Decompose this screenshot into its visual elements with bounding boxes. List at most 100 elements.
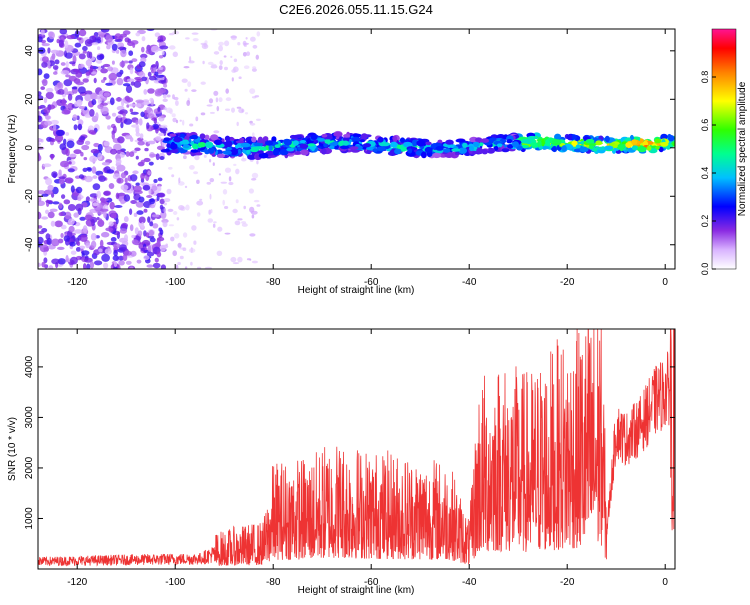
heatmap-cell xyxy=(213,130,220,134)
heatmap-cell xyxy=(152,123,159,130)
heatmap-cell xyxy=(174,233,180,239)
heatmap-cell xyxy=(47,47,51,54)
heatmap-cell xyxy=(619,144,624,152)
heatmap-cell xyxy=(79,136,86,141)
heatmap-cell xyxy=(80,151,84,157)
heatmap-cell xyxy=(146,264,154,268)
heatmap-cell xyxy=(362,143,372,148)
heatmap-cell xyxy=(343,134,351,138)
heatmap-cell xyxy=(177,261,181,266)
heatmap-cell xyxy=(137,140,145,146)
heatmap-cell xyxy=(252,132,255,137)
heatmap-cell xyxy=(274,144,281,149)
heatmap-cell xyxy=(140,173,146,180)
heatmap-cell xyxy=(121,222,128,229)
heatmap-cell xyxy=(637,146,647,153)
heatmap-cell xyxy=(111,112,117,117)
heatmap-cell xyxy=(78,29,87,37)
heatmap-cell xyxy=(160,124,168,129)
heatmap-cell xyxy=(147,245,152,252)
heatmap-cell xyxy=(60,224,67,230)
heatmap-cell xyxy=(116,49,120,54)
heatmap-cell xyxy=(165,243,168,247)
heatmap-cell xyxy=(51,238,60,247)
snr-x-tick-label: -120 xyxy=(67,577,87,588)
heatmap-cell xyxy=(154,32,161,38)
heatmap-cell xyxy=(172,30,180,35)
heatmap-cell xyxy=(396,144,402,150)
heatmap-cell xyxy=(458,147,468,154)
heatmap-cell xyxy=(625,142,633,148)
heatmap-cell xyxy=(113,266,118,269)
heatmap-cell xyxy=(53,124,57,131)
heatmap-cell xyxy=(238,76,242,79)
heatmap-cell xyxy=(156,251,162,258)
heatmap-cell xyxy=(118,255,124,261)
heatmap-cell xyxy=(135,103,142,108)
heatmap-cell xyxy=(236,106,242,109)
heatmap-cell xyxy=(89,65,94,73)
heatmap-cell xyxy=(128,50,134,56)
heatmap-cell xyxy=(100,197,105,203)
colorbar xyxy=(711,28,737,270)
heatmap-cell xyxy=(86,263,91,269)
heatmap-cell xyxy=(443,148,451,153)
heatmap-cell xyxy=(158,227,163,232)
heatmap-cell xyxy=(455,138,466,143)
heatmap-cell xyxy=(103,141,110,147)
heatmap-cell xyxy=(219,60,223,66)
heatmap-cell xyxy=(249,233,256,237)
heatmap-cell xyxy=(251,172,259,179)
heatmap-cell xyxy=(234,220,241,226)
heatmap-cell xyxy=(123,194,131,202)
heatmap-cell xyxy=(191,225,197,231)
heatmap-cell xyxy=(158,55,164,59)
heatmap-cell xyxy=(41,43,50,47)
heatmap-cell xyxy=(130,200,137,204)
heatmap-cell xyxy=(168,166,173,170)
heatmap-cell xyxy=(597,147,606,151)
heatmap-cell xyxy=(110,148,117,155)
heatmap-cell xyxy=(243,65,250,69)
heatmap-cell xyxy=(135,132,141,137)
heatmap-cell xyxy=(38,153,41,161)
heatmap-cell xyxy=(75,71,83,78)
heatmap-cell xyxy=(171,113,176,118)
heatmap-cell xyxy=(85,242,91,249)
heatmap-cell xyxy=(50,220,56,227)
heatmap-cell xyxy=(101,253,110,262)
heatmap-cell xyxy=(50,49,60,54)
heatmap-cell xyxy=(157,192,166,198)
heatmap-cell xyxy=(149,153,158,157)
heatmap-cell xyxy=(54,84,59,92)
heatmap-cell xyxy=(66,35,76,40)
heatmap-cell xyxy=(351,136,361,143)
heatmap-cell xyxy=(128,103,137,107)
heatmap-cell xyxy=(60,62,66,66)
heatmap-cell xyxy=(218,41,225,46)
heatmap-cell xyxy=(105,34,113,43)
heatmap-cell xyxy=(199,198,203,201)
heatmap-cell xyxy=(187,81,192,88)
heatmap-cell xyxy=(236,121,239,127)
heatmap-cell xyxy=(190,134,199,140)
heatmap-cell xyxy=(533,142,538,148)
heatmap-cell xyxy=(131,239,139,245)
heatmap-cell xyxy=(72,114,78,121)
heatmap-cell xyxy=(38,142,41,146)
heatmap-cell xyxy=(43,73,50,79)
heatmap-cell xyxy=(541,146,550,150)
heatmap-cell xyxy=(237,42,241,46)
heatmap-cell xyxy=(149,237,156,243)
heatmap-cell xyxy=(154,71,159,76)
heatmap-cell xyxy=(95,95,101,100)
heatmap-cell xyxy=(70,250,77,255)
heatmap-cell xyxy=(64,211,72,220)
heatmap-cell xyxy=(446,143,452,149)
heatmap-cell xyxy=(81,250,90,256)
heatmap-cell xyxy=(195,116,199,122)
snr-x-ticks: -120 -100 -80 -60 -40 -20 0 xyxy=(67,329,668,588)
heatmap-cell xyxy=(59,29,68,35)
heatmap-cell xyxy=(256,31,261,37)
